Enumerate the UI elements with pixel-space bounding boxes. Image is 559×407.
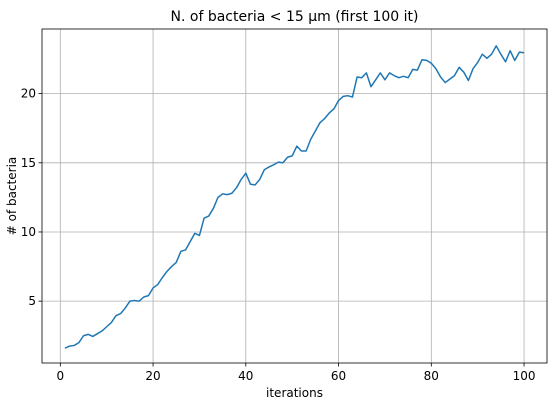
x-axis-label: iterations [266,386,323,400]
x-tick-label: 40 [238,369,253,383]
grid-lines [42,29,547,363]
x-tick-label: 20 [145,369,160,383]
x-tick-label: 0 [56,369,64,383]
chart-title: N. of bacteria < 15 μm (first 100 it) [171,9,419,25]
x-tick-label: 60 [331,369,346,383]
x-tick-label: 100 [513,369,536,383]
series-line [64,45,525,349]
y-tick-label: 5 [28,294,36,308]
x-tick-label: 80 [424,369,439,383]
axis-ticks: 0 20 40 60 80 100 5 10 15 20 [21,87,536,383]
y-tick-label: 15 [21,156,36,170]
y-axis-label: # of bacteria [5,157,19,236]
plot-frame [41,28,548,364]
y-tick-label: 10 [21,225,36,239]
y-tick-label: 20 [21,87,36,101]
